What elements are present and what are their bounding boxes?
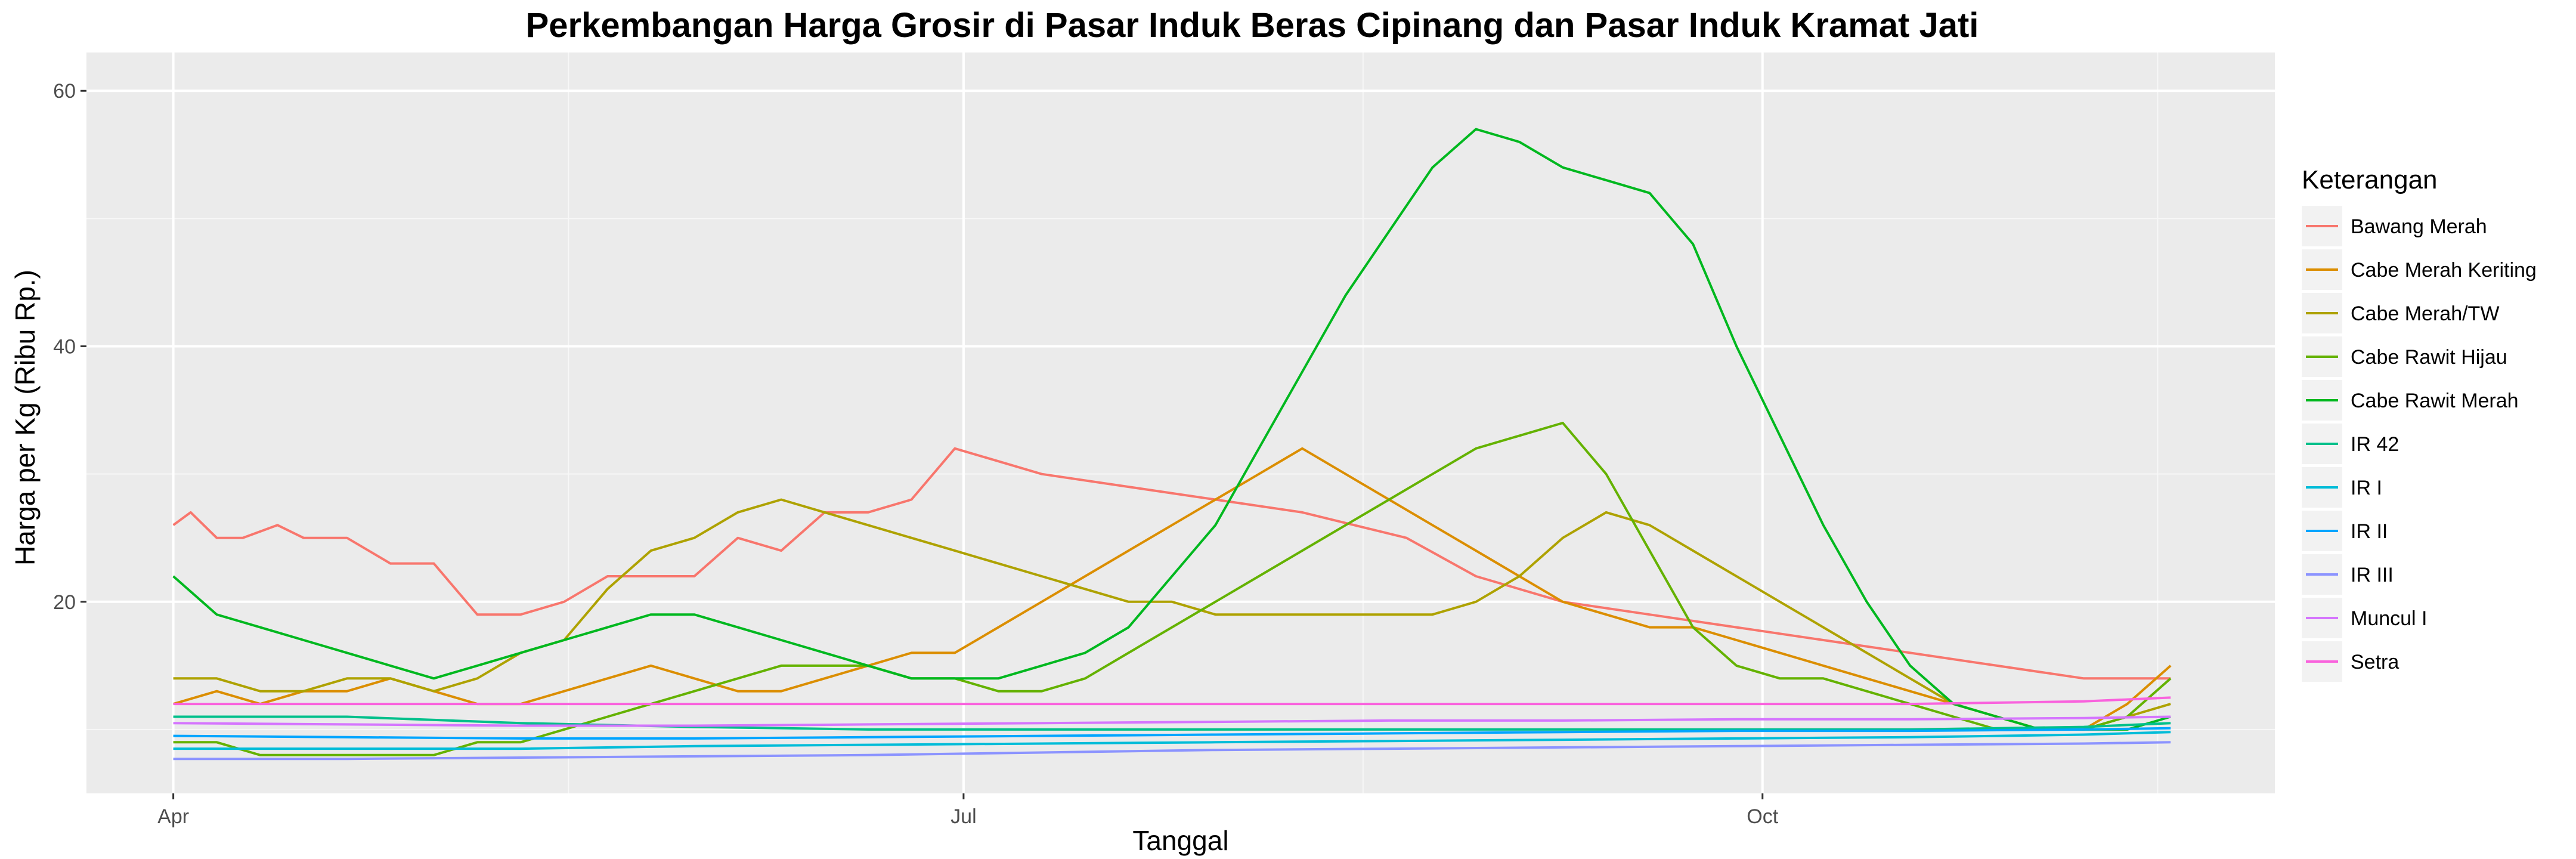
series-line-cabe-merah-tw: [173, 498, 2171, 731]
legend-item-ir-ii: IR II: [2302, 511, 2388, 551]
series-line-cabe-rawit-merah: [172, 128, 2171, 731]
series-layer: [172, 128, 2172, 761]
series-line-muncul-i: [173, 715, 2171, 727]
legend-item-ir-i: IR I: [2302, 467, 2382, 508]
legend-items: Bawang Merah Cabe Merah Keriting Cabe Mera…: [2302, 206, 2537, 682]
legend-label: IR II: [2351, 520, 2388, 543]
legend-label: Bawang Merah: [2351, 215, 2487, 238]
series-line-setra: [173, 696, 2171, 706]
x-axis: Apr Jul Oct: [157, 793, 1779, 828]
series-line-ir-42: [173, 715, 2171, 731]
legend-item-ir-iii: IR III: [2302, 554, 2394, 595]
y-axis-title: Harga per Kg (Ribu Rp.): [10, 270, 41, 566]
x-tick-label: Jul: [950, 805, 976, 828]
legend-label: Cabe Merah/TW: [2351, 302, 2499, 325]
legend-item-ir-42: IR 42: [2302, 424, 2399, 464]
legend-item-cabe-merah-tw: Cabe Merah/TW: [2302, 293, 2499, 333]
legend-label: Cabe Rawit Merah: [2351, 390, 2519, 412]
major-gridlines: [86, 52, 2275, 793]
y-tick-label: 60: [53, 80, 76, 103]
legend-item-cabe-rawit-hijau: Cabe Rawit Hijau: [2302, 336, 2507, 377]
legend-item-cabe-rawit-merah: Cabe Rawit Merah: [2302, 380, 2519, 421]
legend-label: IR 42: [2351, 433, 2399, 456]
legend-label: Muncul I: [2351, 607, 2428, 630]
plot-panel: [86, 52, 2275, 793]
x-axis-title: Tanggal: [1132, 825, 1228, 856]
y-tick-label: 20: [53, 591, 76, 614]
legend-item-setra: Setra: [2302, 641, 2399, 682]
series-line-ir-ii: [173, 727, 2171, 740]
legend-label: Cabe Merah Keriting: [2351, 259, 2537, 282]
legend: Keterangan Bawang Merah Cabe Merah Keriti…: [2302, 165, 2537, 682]
legend-label: Cabe Rawit Hijau: [2351, 346, 2507, 369]
legend-item-cabe-merah-keriting: Cabe Merah Keriting: [2302, 249, 2537, 290]
legend-label: Setra: [2351, 651, 2399, 673]
legend-item-bawang-merah: Bawang Merah: [2302, 206, 2487, 246]
series-line-ir-iii: [173, 741, 2171, 761]
y-axis: 20 40 60: [53, 80, 86, 614]
legend-title: Keterangan: [2302, 165, 2438, 194]
series-line-ir-i: [173, 731, 2171, 750]
chart-title: Perkembangan Harga Grosir di Pasar Induk…: [526, 6, 1979, 45]
legend-label: IR I: [2351, 477, 2382, 499]
x-tick-label: Apr: [157, 805, 189, 828]
legend-item-muncul-i: Muncul I: [2302, 598, 2428, 638]
x-tick-label: Oct: [1747, 805, 1778, 828]
y-tick-label: 40: [53, 336, 76, 359]
series-line-cabe-rawit-hijau: [173, 422, 2172, 756]
legend-label: IR III: [2351, 564, 2394, 586]
